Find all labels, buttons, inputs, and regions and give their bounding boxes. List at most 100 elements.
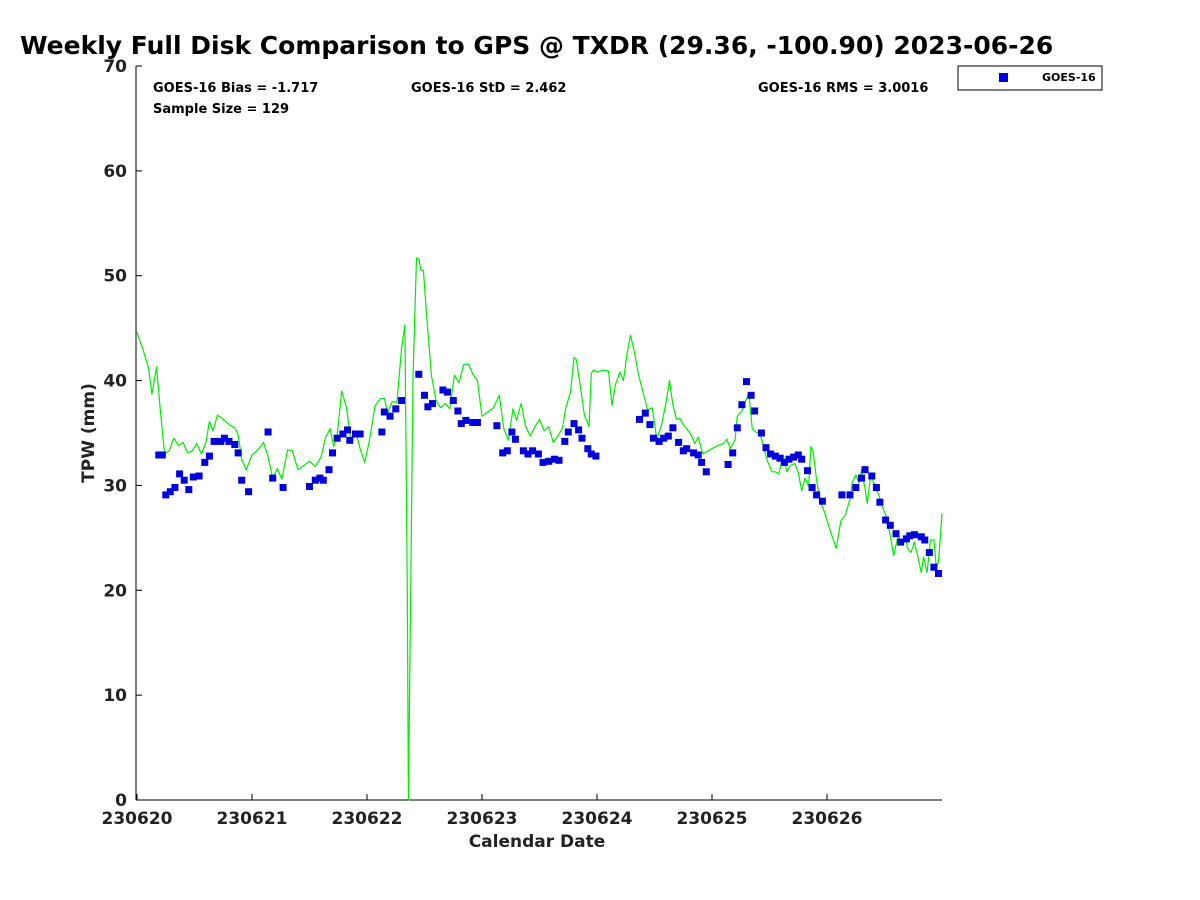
goes-16-point: [454, 407, 462, 415]
goes-16-point: [352, 430, 359, 438]
goes-16-point: [462, 416, 470, 424]
goes-16-point: [646, 421, 654, 429]
goes-16-point: [751, 407, 759, 415]
goes-16-point: [724, 461, 732, 468]
goes-16-series: [155, 370, 942, 577]
goes-16-point: [264, 428, 272, 436]
goes-16-point: [545, 457, 553, 465]
goes-16-point: [529, 447, 537, 455]
goes-16-point: [508, 428, 516, 436]
goes-16-point: [392, 405, 400, 413]
goes-16-point: [555, 456, 563, 464]
y-tick-label: 10: [103, 686, 127, 706]
goes-16-point: [473, 419, 481, 426]
goes-16-point: [690, 449, 698, 457]
goes-16-point: [469, 419, 477, 426]
goes-16-point: [269, 474, 277, 482]
goes-16-point: [424, 403, 432, 411]
goes-16-point: [649, 434, 657, 442]
goes-16-point: [231, 441, 239, 448]
goes-16-point: [570, 420, 578, 428]
y-tick-label: 60: [103, 162, 127, 182]
goes-16-point: [511, 435, 519, 443]
goes-16-point: [675, 438, 683, 446]
goes-16-point: [636, 415, 643, 423]
gps-series: [136, 257, 943, 801]
goes-16-point: [346, 436, 354, 444]
legend-marker-goes-16: [999, 73, 1008, 82]
goes-16-point: [415, 370, 423, 378]
goes-16-point: [201, 458, 209, 466]
goes-16-point: [757, 429, 765, 437]
goes-16-point: [698, 458, 706, 466]
stat-bias: GOES-16 Bias = -1.717: [153, 81, 318, 96]
goes-16-point: [329, 449, 336, 457]
goes-16-point: [683, 445, 691, 453]
goes-16-point: [356, 430, 364, 438]
goes-16-point: [776, 454, 784, 462]
goes-16-point: [743, 378, 750, 386]
goes-16-point: [575, 426, 583, 434]
goes-16-point: [234, 449, 242, 457]
y-tick-label: 50: [103, 267, 127, 287]
goes-16-point: [655, 437, 663, 445]
goes-16-point: [729, 449, 737, 457]
goes-16-point: [378, 428, 386, 436]
x-tick-label: 230621: [217, 809, 288, 829]
goes-16-point: [524, 450, 532, 458]
stat-sample-size: Sample Size = 129: [153, 102, 289, 117]
x-ticks: 230620 230621 230622 230623 230624 230625 2306…: [102, 794, 862, 829]
goes-16-point: [449, 397, 457, 404]
goes-16-point: [333, 434, 341, 442]
goes-16-point: [925, 549, 933, 556]
goes-16-point: [319, 476, 327, 484]
goes-16-point: [921, 536, 929, 544]
y-ticks: 0 10 20 30 40 50 60 70: [103, 57, 142, 811]
chart-title: Weekly Full Disk Comparison to GPS @ TXD…: [20, 31, 1053, 60]
goes-16-point: [185, 486, 193, 494]
goes-16-point: [238, 476, 246, 484]
goes-16-point: [702, 468, 710, 476]
goes-16-point: [852, 484, 860, 491]
goes-16-point: [245, 488, 253, 496]
goes-16-point: [762, 444, 770, 452]
goes-16-point: [176, 470, 184, 478]
goes-16-point: [180, 476, 188, 484]
y-tick-label: 70: [103, 57, 127, 77]
goes-16-point: [886, 521, 894, 529]
stat-std: GOES-16 StD = 2.462: [411, 81, 566, 96]
goes-16-point: [380, 408, 388, 416]
goes-16-point: [225, 437, 233, 445]
goes-16-point: [868, 472, 876, 480]
goes-16-point: [587, 450, 595, 458]
goes-16-point: [457, 420, 465, 428]
gps-line: [136, 257, 943, 801]
goes-16-point: [930, 563, 938, 571]
goes-16-point: [578, 434, 586, 442]
legend-label-goes-16: GOES-16: [1042, 71, 1096, 84]
goes-16-point: [771, 452, 779, 460]
x-tick-label: 230620: [102, 809, 173, 829]
goes-16-point: [747, 391, 755, 399]
goes-16-point: [564, 428, 572, 436]
goes-16-point: [519, 447, 527, 455]
y-tick-label: 30: [103, 476, 127, 496]
goes-16-point: [421, 391, 428, 399]
goes-16-point: [592, 452, 600, 460]
goes-16-point: [897, 538, 905, 546]
y-axis-label: TPW (mm): [79, 383, 99, 483]
goes-16-point: [694, 451, 702, 459]
goes-16-point: [561, 437, 569, 445]
legend: GOES-16: [957, 65, 1103, 91]
stat-rms: GOES-16 RMS = 3.0016: [758, 81, 928, 96]
goes-16-point: [669, 424, 677, 432]
goes-16-point: [311, 476, 319, 484]
plot-area: [135, 66, 942, 801]
goes-16-point: [210, 437, 218, 445]
goes-16-point: [158, 451, 166, 459]
goes-16-point: [162, 491, 170, 499]
goes-16-point: [171, 484, 179, 491]
goes-16-point: [539, 458, 547, 466]
y-tick-label: 0: [115, 791, 127, 811]
